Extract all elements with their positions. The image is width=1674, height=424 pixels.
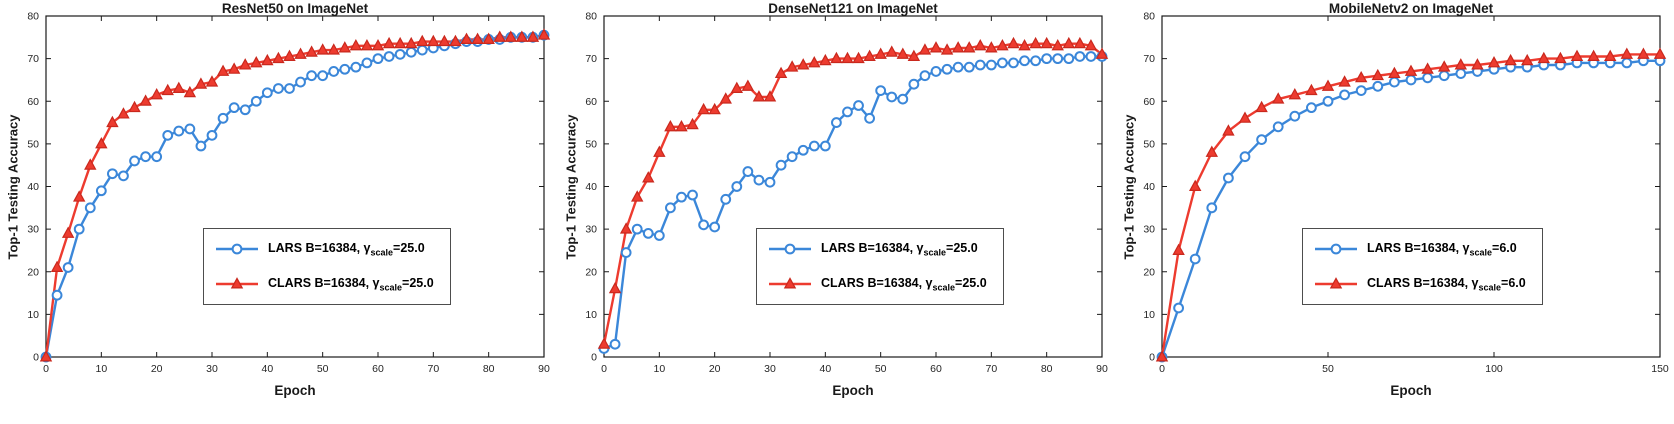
svg-text:70: 70 [585,53,597,65]
lars-line-sample [769,243,811,255]
svg-text:10: 10 [95,363,107,375]
svg-text:30: 30 [585,224,597,236]
chart-title: ResNet50 on ImageNet [221,1,369,16]
svg-text:50: 50 [875,363,887,375]
legend-item-lars: LARS B=16384, γscale=25.0 [214,239,434,259]
svg-text:70: 70 [427,363,439,375]
x-axis-label: Epoch [1390,383,1432,398]
legend-label: LARS B=16384, γscale=6.0 [1367,240,1517,258]
legend-item-lars: LARS B=16384, γscale=6.0 [1313,239,1526,259]
svg-text:10: 10 [1143,309,1155,321]
svg-text:50: 50 [1322,363,1334,375]
svg-text:90: 90 [538,363,550,375]
svg-text:50: 50 [585,138,597,150]
legend: LARS B=16384, γscale=25.0 CLARS B=16384,… [756,228,1004,305]
x-axis-label: Epoch [274,383,316,398]
svg-text:50: 50 [1143,138,1155,150]
svg-text:40: 40 [819,363,831,375]
svg-text:50: 50 [317,363,329,375]
legend-item-clars: CLARS B=16384, γscale=6.0 [1313,274,1526,294]
clars-line-sample [769,277,811,289]
legend-label: LARS B=16384, γscale=25.0 [268,240,425,258]
svg-text:40: 40 [261,363,273,375]
svg-text:10: 10 [585,309,597,321]
svg-text:20: 20 [709,363,721,375]
svg-text:80: 80 [27,11,39,23]
svg-text:0: 0 [1149,352,1155,364]
svg-text:60: 60 [27,96,39,108]
svg-text:30: 30 [27,224,39,236]
svg-text:70: 70 [985,363,997,375]
plot-area: 0 10 20 30 40 50 60 70 80 90 0 10 20 30 40 50 60 70 80 [585,11,1109,375]
svg-text:60: 60 [585,96,597,108]
svg-text:70: 70 [27,53,39,65]
legend-label: CLARS B=16384, γscale=25.0 [268,275,434,293]
lars-line-sample [216,243,258,255]
svg-text:40: 40 [1143,181,1155,193]
x-axis-label: Epoch [832,383,874,398]
svg-text:60: 60 [930,363,942,375]
svg-text:70: 70 [1143,53,1155,65]
svg-text:20: 20 [1143,266,1155,278]
svg-text:30: 30 [764,363,776,375]
legend: LARS B=16384, γscale=25.0 CLARS B=16384,… [203,228,451,305]
svg-text:80: 80 [1041,363,1053,375]
svg-text:20: 20 [585,266,597,278]
chart-title: DenseNet121 on ImageNet [768,1,938,16]
chart-panel-mobilenetv2: MobileNetv2 on ImageNet Top-1 Testing Ac… [1116,0,1674,424]
chart-panel-densenet121: DenseNet121 on ImageNet Top-1 Testing Ac… [558,0,1116,424]
svg-text:20: 20 [151,363,163,375]
legend-item-lars: LARS B=16384, γscale=25.0 [767,239,987,259]
legend-label: LARS B=16384, γscale=25.0 [821,240,978,258]
chart-title: MobileNetv2 on ImageNet [1328,1,1494,16]
svg-text:0: 0 [1159,363,1165,375]
svg-text:30: 30 [1143,224,1155,236]
svg-text:50: 50 [27,138,39,150]
svg-text:60: 60 [372,363,384,375]
legend-label: CLARS B=16384, γscale=6.0 [1367,275,1526,293]
clars-line-sample [216,277,258,289]
legend-item-clars: CLARS B=16384, γscale=25.0 [767,274,987,294]
svg-text:0: 0 [43,363,49,375]
svg-text:0: 0 [601,363,607,375]
svg-text:150: 150 [1651,363,1669,375]
lars-line-sample [1315,243,1357,255]
legend-item-clars: CLARS B=16384, γscale=25.0 [214,274,434,294]
svg-text:0: 0 [33,352,39,364]
svg-text:90: 90 [1096,363,1108,375]
plot-area: 0 50 100 150 0 10 20 30 40 50 60 70 80 [1143,11,1669,376]
svg-text:100: 100 [1485,363,1503,375]
svg-text:10: 10 [27,309,39,321]
plot-area: 0 10 20 30 40 50 60 70 80 90 0 10 20 30 40 50 60 70 80 [27,11,551,375]
svg-text:40: 40 [585,181,597,193]
chart-panel-resnet50: ResNet50 on ImageNet Top-1 Testing Accur… [0,0,558,424]
svg-text:60: 60 [1143,96,1155,108]
svg-text:20: 20 [27,266,39,278]
legend-label: CLARS B=16384, γscale=25.0 [821,275,987,293]
svg-text:40: 40 [27,181,39,193]
svg-text:0: 0 [591,352,597,364]
svg-text:80: 80 [483,363,495,375]
svg-text:30: 30 [206,363,218,375]
svg-text:80: 80 [585,11,597,23]
legend: LARS B=16384, γscale=6.0 CLARS B=16384, … [1302,228,1543,305]
svg-text:10: 10 [653,363,665,375]
svg-text:80: 80 [1143,11,1155,23]
clars-line-sample [1315,277,1357,289]
